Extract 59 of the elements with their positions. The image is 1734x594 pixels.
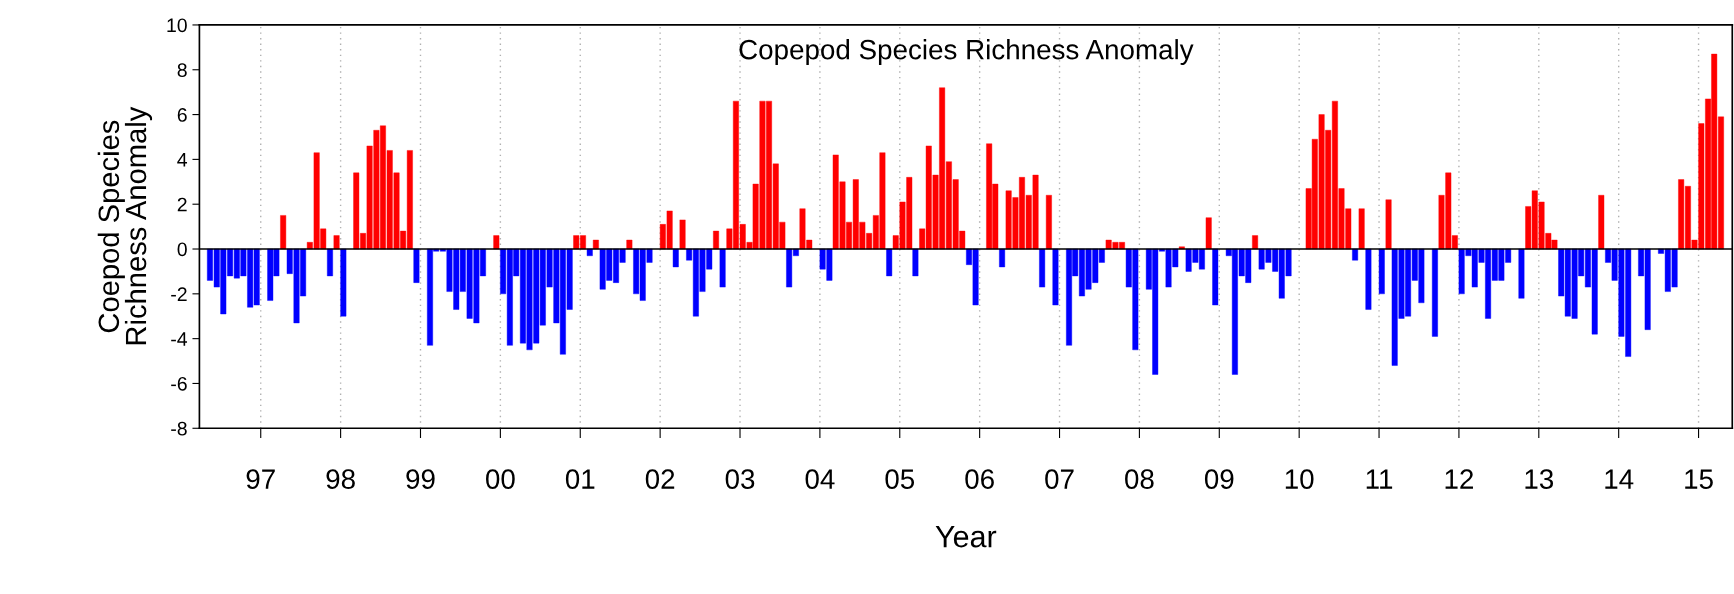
x-tick-label: 13 xyxy=(1525,469,1554,489)
x-tick-label: 97 xyxy=(246,469,275,489)
bar xyxy=(1252,235,1258,250)
bar xyxy=(1039,248,1046,288)
bar xyxy=(679,219,686,250)
x-tick-label: 12 xyxy=(1445,469,1473,489)
bar xyxy=(1385,199,1392,250)
chart-title: Copepod Species Richness Anomaly xyxy=(739,39,1194,65)
x-tick-label: 98 xyxy=(326,469,355,489)
y-tick-label: 4 xyxy=(177,153,188,167)
bar xyxy=(413,248,420,283)
x-tick-label: 99 xyxy=(406,469,435,489)
bar xyxy=(1205,217,1212,250)
x-tick-label: 07 xyxy=(1045,469,1074,489)
x-tick-label: 09 xyxy=(1204,469,1234,489)
y-tick-label: -4 xyxy=(171,332,188,346)
y-tick-label: 0 xyxy=(177,242,187,257)
bar xyxy=(1365,248,1372,310)
x-tick-label: 11 xyxy=(1366,469,1393,489)
x-tick-label: 05 xyxy=(885,469,915,489)
bar xyxy=(1045,195,1052,250)
bar xyxy=(1518,248,1525,299)
x-tick-label: 08 xyxy=(1125,469,1154,489)
y-tick-label: 8 xyxy=(177,63,187,77)
bar xyxy=(280,215,287,250)
bar xyxy=(1358,208,1365,250)
bar xyxy=(713,230,719,250)
bar xyxy=(1378,248,1385,295)
y-tick-label: 10 xyxy=(167,18,187,33)
bar xyxy=(1052,248,1059,306)
bar xyxy=(333,235,340,250)
y-tick-label: -6 xyxy=(171,376,187,391)
bar xyxy=(493,235,500,250)
bar xyxy=(886,248,893,277)
y-tick-label: 2 xyxy=(177,197,187,212)
bar xyxy=(719,248,726,288)
x-tick-label: 14 xyxy=(1605,469,1634,489)
x-tick-label: 06 xyxy=(965,469,994,489)
bar xyxy=(340,248,347,317)
x-axis-title: Year xyxy=(935,526,997,548)
bar xyxy=(999,248,1006,268)
y-tick-label: 6 xyxy=(177,108,187,122)
x-tick-label: 02 xyxy=(645,469,675,489)
x-tick-label: 10 xyxy=(1285,469,1314,489)
bar xyxy=(912,248,919,277)
bar xyxy=(327,248,333,277)
y-axis-title: Coepod Species Richness Anomaly xyxy=(97,106,153,345)
x-tick-label: 15 xyxy=(1685,469,1713,489)
y-tick-label: -8 xyxy=(171,421,187,436)
x-tick-label: 01 xyxy=(565,469,595,489)
x-tick-label: 03 xyxy=(725,469,755,489)
bar xyxy=(1352,248,1359,261)
bar xyxy=(1598,195,1605,250)
bar xyxy=(1212,248,1219,306)
bar xyxy=(672,248,679,268)
bar xyxy=(1432,248,1438,337)
y-tick-label: -2 xyxy=(171,287,187,301)
x-tick-label: 04 xyxy=(805,469,835,489)
x-tick-label: 00 xyxy=(486,469,515,489)
